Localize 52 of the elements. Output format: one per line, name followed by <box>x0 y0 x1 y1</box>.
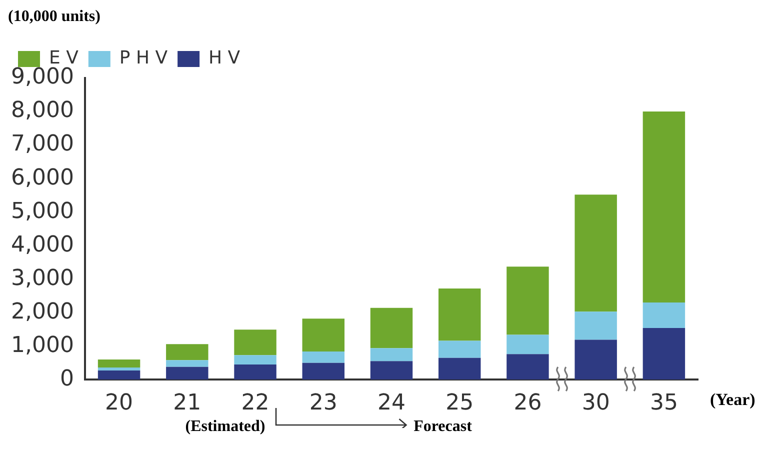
text: Forecast <box>414 418 472 436</box>
y-tick-label: 6,000 <box>10 165 74 190</box>
bar <box>234 330 276 356</box>
bar <box>166 360 208 367</box>
bar <box>642 112 686 303</box>
y-axis-title: (10,000 units) <box>8 8 100 26</box>
text: (Estimated) <box>185 418 266 436</box>
legend-label: H V <box>208 48 241 69</box>
y-tick-label: 2,000 <box>10 299 74 324</box>
x-tick-label: 24 <box>377 390 406 416</box>
y-tick-label: 5,000 <box>10 198 74 224</box>
legend-label: P H V <box>119 48 168 69</box>
bar <box>438 358 481 380</box>
bar <box>506 334 549 354</box>
y-tick-label: 0 <box>60 366 74 392</box>
bar <box>574 340 617 380</box>
x-tick-label: 25 <box>446 390 474 416</box>
bar <box>506 266 549 335</box>
y-tick-label: 3,000 <box>10 266 74 291</box>
bar <box>302 318 344 352</box>
x-tick-label: 22 <box>241 390 270 416</box>
bar <box>302 351 344 363</box>
bar <box>642 302 686 328</box>
y-tick-label: 8,000 <box>10 98 74 124</box>
bar <box>370 361 413 380</box>
bar <box>642 328 686 380</box>
bar <box>370 308 413 348</box>
x-tick-label: 30 <box>582 390 610 416</box>
x-tick-label: 21 <box>173 390 202 416</box>
bar <box>166 344 208 360</box>
bar <box>98 359 140 368</box>
x-tick-label: 20 <box>105 390 134 416</box>
bar <box>438 340 481 358</box>
bar <box>574 194 617 312</box>
bar <box>370 348 413 362</box>
bar <box>166 366 208 380</box>
x-tick-label: 23 <box>309 390 338 416</box>
bar <box>506 354 549 380</box>
x-axis-title: (Year) <box>710 390 756 410</box>
bar <box>98 368 140 371</box>
x-tick-label: 26 <box>514 390 542 416</box>
y-tick-label: 1,000 <box>10 332 74 358</box>
x-tick-label: 35 <box>650 390 678 416</box>
y-tick-label: 9,000 <box>10 64 74 90</box>
y-tick-label: 4,000 <box>10 232 74 258</box>
bar <box>438 288 481 341</box>
bar <box>234 355 276 365</box>
bar <box>234 364 276 380</box>
y-tick-label: 7,000 <box>10 132 74 157</box>
bar <box>574 312 617 340</box>
bar <box>98 370 140 380</box>
bar <box>302 362 344 380</box>
